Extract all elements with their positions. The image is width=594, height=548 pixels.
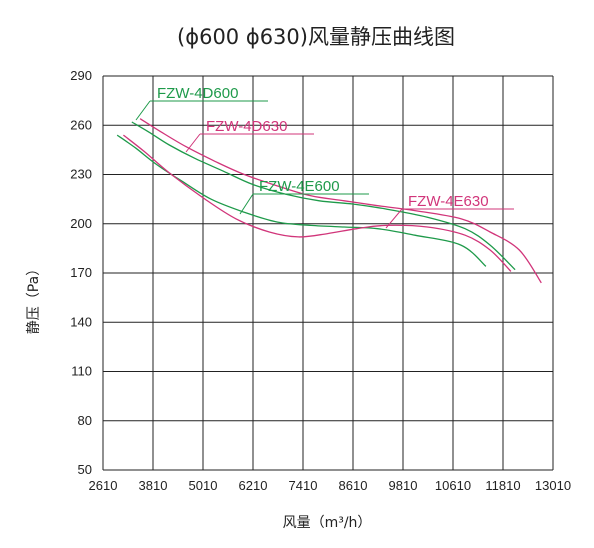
x-tick-label: 10610	[435, 478, 471, 493]
y-tick-label: 230	[70, 167, 92, 182]
x-tick-label: 13010	[535, 478, 571, 493]
leader-line-fzw-4d600	[135, 100, 151, 121]
series-label-fzw-4d600: FZW-4D600	[157, 85, 238, 102]
x-tick-label: 9810	[389, 478, 418, 493]
series-labels: FZW-4D600 FZW-4D630 FZW-4E600 FZW-4E630	[135, 85, 514, 229]
leader-line-fzw-4d630	[185, 133, 201, 153]
x-axis-label: 风量（m³/h）	[283, 515, 372, 531]
leader-line-fzw-4e600	[239, 193, 254, 215]
y-tick-label: 260	[70, 117, 92, 132]
y-tick-labels: 50 80 110 140 170 200 230 260 290	[70, 68, 92, 477]
x-tick-label: 6210	[239, 478, 268, 493]
series-curves	[116, 118, 542, 284]
chart-title: (ϕ600 ϕ630)风量静压曲线图	[177, 25, 455, 49]
x-tick-label: 5010	[189, 478, 218, 493]
y-tick-label: 290	[70, 68, 92, 83]
series-line-fzw-4e600	[116, 134, 487, 267]
series-line-fzw-4d600	[131, 121, 516, 271]
x-tick-label: 7410	[289, 478, 318, 493]
x-tick-labels: 2610 3810 5010 6210 7410 8610 9810 10610 11810 13…	[89, 478, 572, 493]
y-tick-label: 110	[71, 364, 92, 379]
series-line-fzw-4e630	[123, 134, 512, 272]
x-tick-label: 11810	[485, 478, 520, 493]
y-tick-label: 80	[78, 413, 92, 428]
series-label-fzw-4d630: FZW-4D630	[206, 118, 287, 135]
series-label-fzw-4e600: FZW-4E600	[259, 178, 340, 195]
grid	[102, 75, 554, 471]
x-tick-label: 3810	[139, 478, 168, 493]
y-tick-label: 170	[70, 265, 92, 280]
y-tick-label: 140	[70, 314, 92, 329]
series-label-fzw-4e630: FZW-4E630	[408, 193, 489, 210]
y-axis-label: 静压（Pa）	[26, 262, 42, 334]
series-line-fzw-4d630	[139, 118, 542, 284]
leader-line-fzw-4e630	[385, 208, 403, 229]
y-tick-label: 50	[78, 462, 92, 477]
x-tick-label: 2610	[89, 478, 118, 493]
x-tick-label: 8610	[339, 478, 368, 493]
y-tick-label: 200	[70, 216, 92, 231]
